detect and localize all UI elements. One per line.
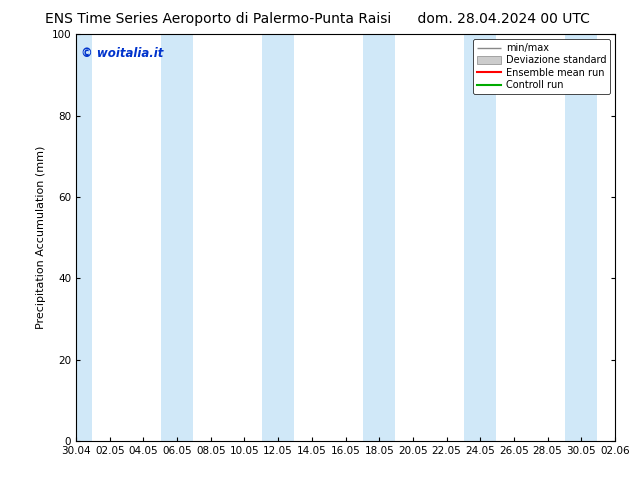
Legend: min/max, Deviazione standard, Ensemble mean run, Controll run: min/max, Deviazione standard, Ensemble m…	[473, 39, 610, 94]
Bar	[60, 34, 92, 441]
Bar	[363, 34, 395, 441]
Y-axis label: Precipitation Accumulation (mm): Precipitation Accumulation (mm)	[36, 146, 46, 329]
Bar	[464, 34, 496, 441]
Bar	[161, 34, 193, 441]
Bar	[262, 34, 294, 441]
Bar	[566, 34, 597, 441]
Text: © woitalia.it: © woitalia.it	[81, 47, 164, 59]
Text: ENS Time Series Aeroporto di Palermo-Punta Raisi      dom. 28.04.2024 00 UTC: ENS Time Series Aeroporto di Palermo-Pun…	[44, 12, 590, 26]
